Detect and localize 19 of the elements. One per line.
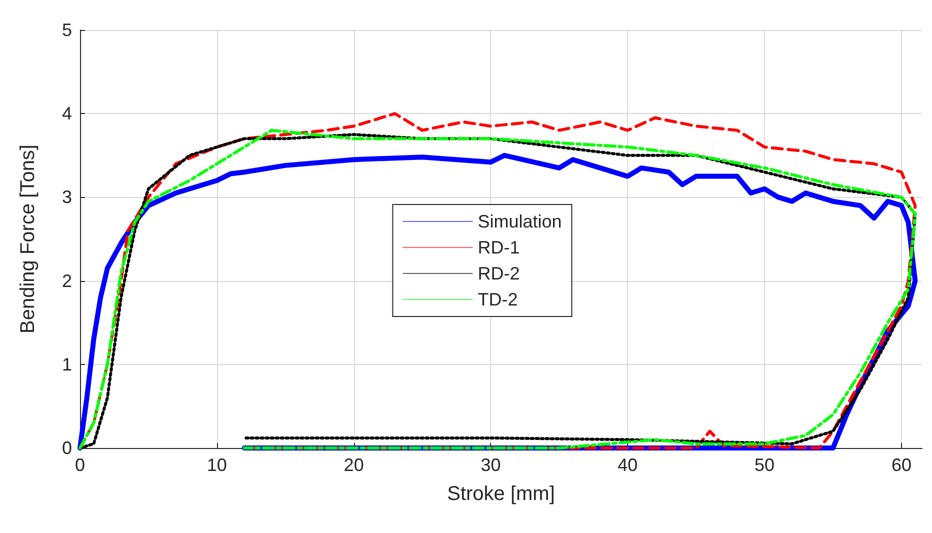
x-tick-label: 0 — [74, 455, 86, 475]
x-tick-label: 30 — [480, 455, 501, 475]
y-tick-label: 2 — [62, 270, 72, 291]
x-tick-label: 50 — [754, 455, 775, 475]
y-tick-label: 0 — [62, 438, 72, 458]
x-tick-label: 40 — [618, 455, 638, 475]
x-tick-label: 10 — [206, 455, 227, 475]
x-tick-label: 60 — [891, 455, 912, 475]
y-tick-label: 5 — [62, 20, 72, 40]
y-tick-label: 4 — [62, 104, 72, 124]
legend-label: Simulation — [478, 211, 562, 232]
y-axis-title: Bending Force [Tons] — [17, 144, 39, 334]
legend-label: RD-1 — [478, 237, 520, 258]
x-axis-title: Stroke [mm] — [447, 483, 555, 505]
y-tick-label: 3 — [62, 187, 72, 208]
legend-label: RD-2 — [478, 263, 520, 284]
x-tick-label: 20 — [344, 455, 364, 475]
legend-label: TD-2 — [478, 289, 518, 310]
y-tick-label: 1 — [62, 354, 72, 374]
